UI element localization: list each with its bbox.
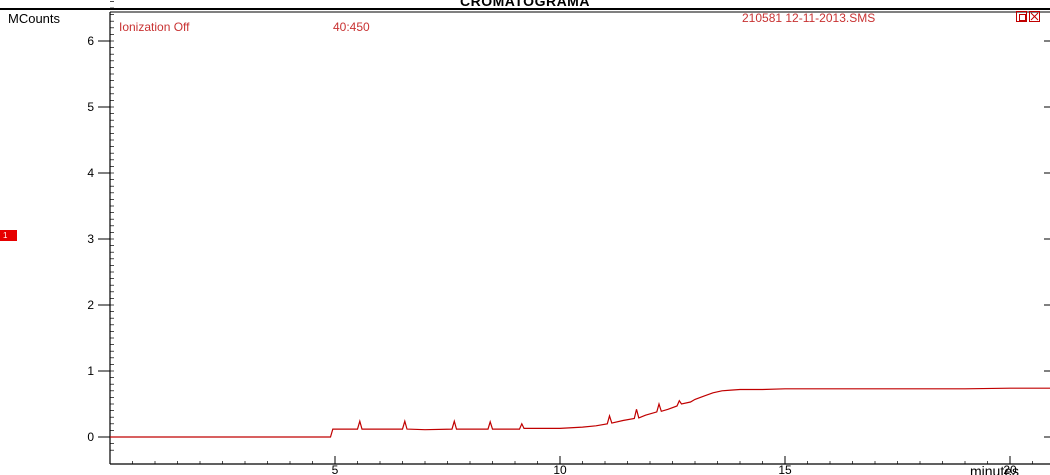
file-name: 210581 12-11-2013.SMS (742, 11, 875, 25)
y-tick-label: 6 (87, 34, 94, 48)
mass-range: 40:450 (333, 20, 370, 34)
window-controls (1016, 11, 1046, 23)
title-bar: CROMATOGRAMA (0, 0, 1050, 10)
y-tick-label: 4 (87, 166, 94, 180)
y-tick-label: 1 (87, 364, 94, 378)
chromatogram-trace (110, 387, 1050, 438)
chart-trace (110, 387, 1050, 438)
close-icon[interactable] (1029, 11, 1040, 22)
x-tick-label: 5 (332, 463, 339, 475)
chart-axes (109, 11, 1050, 465)
x-tick-label: 20 (1003, 463, 1017, 475)
x-tick-label: 15 (778, 463, 792, 475)
restore-icon[interactable] (1016, 11, 1027, 22)
y-tick-label: 3 (87, 232, 94, 246)
y-axis-label: MCounts (8, 11, 61, 26)
chart-title: CROMATOGRAMA (460, 0, 590, 9)
y-tick-label: 2 (87, 298, 94, 312)
ionization-status: Ionization Off (119, 20, 190, 34)
y-tick-label: 0 (87, 430, 94, 444)
x-axis-label: minutes (970, 463, 1019, 475)
x-tick-label: 10 (553, 463, 567, 475)
y-tick-label: 5 (87, 100, 94, 114)
trace-marker[interactable]: 1 (0, 230, 17, 241)
chart-ticks: 0 1 2 3 4 5 6 5 10 15 20 (87, 1, 1050, 475)
